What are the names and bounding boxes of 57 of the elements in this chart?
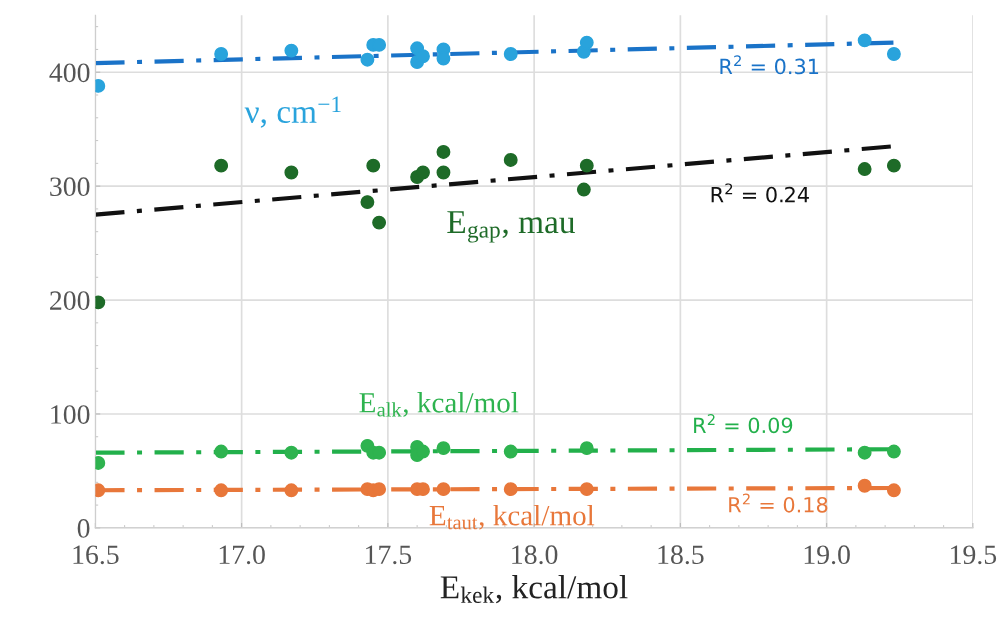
y-tick-label: 200 xyxy=(50,291,90,310)
point xyxy=(857,445,872,460)
point xyxy=(214,47,229,61)
point xyxy=(579,441,594,456)
point xyxy=(503,482,518,497)
x-tick-label: 17.5 xyxy=(366,545,412,565)
series-label: E$_{alk}$, kcal/mol xyxy=(359,392,519,417)
point xyxy=(503,47,518,61)
x-axis-title: E$_{kek}$, kcal/mol xyxy=(440,575,628,604)
point xyxy=(857,478,872,493)
y-tick-label: 100 xyxy=(51,405,90,424)
point xyxy=(284,483,299,498)
series-label: ν, cm$^{−1}$ xyxy=(244,96,341,128)
point xyxy=(503,152,518,167)
point xyxy=(416,49,430,64)
point xyxy=(857,162,872,176)
point xyxy=(214,158,229,173)
point xyxy=(284,165,299,180)
series-label: E$_{taut}$, kcal/mol xyxy=(429,504,595,530)
series-label: E$_{gap}$, mau xyxy=(447,211,575,243)
x-tick-label: 18.0 xyxy=(512,545,558,565)
x-tick-label: 19.0 xyxy=(804,545,850,565)
point xyxy=(886,483,901,498)
x-tick-label: 17.0 xyxy=(219,545,265,565)
point xyxy=(284,445,299,460)
point xyxy=(366,158,381,173)
point xyxy=(360,195,375,210)
point xyxy=(579,482,594,497)
point xyxy=(372,482,387,497)
point xyxy=(503,444,518,459)
y-tick-label: 0 xyxy=(77,519,90,538)
series-label: R$^{2}$ = 0.09 xyxy=(694,414,793,434)
point xyxy=(436,145,451,159)
point xyxy=(576,182,591,197)
point xyxy=(436,441,451,456)
point xyxy=(579,158,594,173)
series-label: R$^{2}$ = 0.24 xyxy=(711,183,809,203)
point xyxy=(857,33,872,48)
series-label: R$^{2}$ = 0.31 xyxy=(720,55,819,75)
x-tick-label: 18.5 xyxy=(658,545,704,565)
point xyxy=(214,444,229,459)
y-tick-label: 400 xyxy=(49,63,90,83)
y-tick-label: 300 xyxy=(50,177,90,197)
point xyxy=(436,482,451,497)
point xyxy=(886,444,901,459)
point xyxy=(284,43,299,58)
series-label: R$^{2}$ = 0.18 xyxy=(729,493,828,513)
point xyxy=(886,47,901,61)
point xyxy=(886,158,901,173)
point xyxy=(360,52,375,67)
point xyxy=(579,35,594,50)
point xyxy=(416,165,430,180)
point xyxy=(436,165,451,180)
point xyxy=(372,215,387,230)
x-tick-label: 16.5 xyxy=(73,545,119,565)
x-tick-label: 19.5 xyxy=(951,545,997,565)
point xyxy=(214,483,229,498)
